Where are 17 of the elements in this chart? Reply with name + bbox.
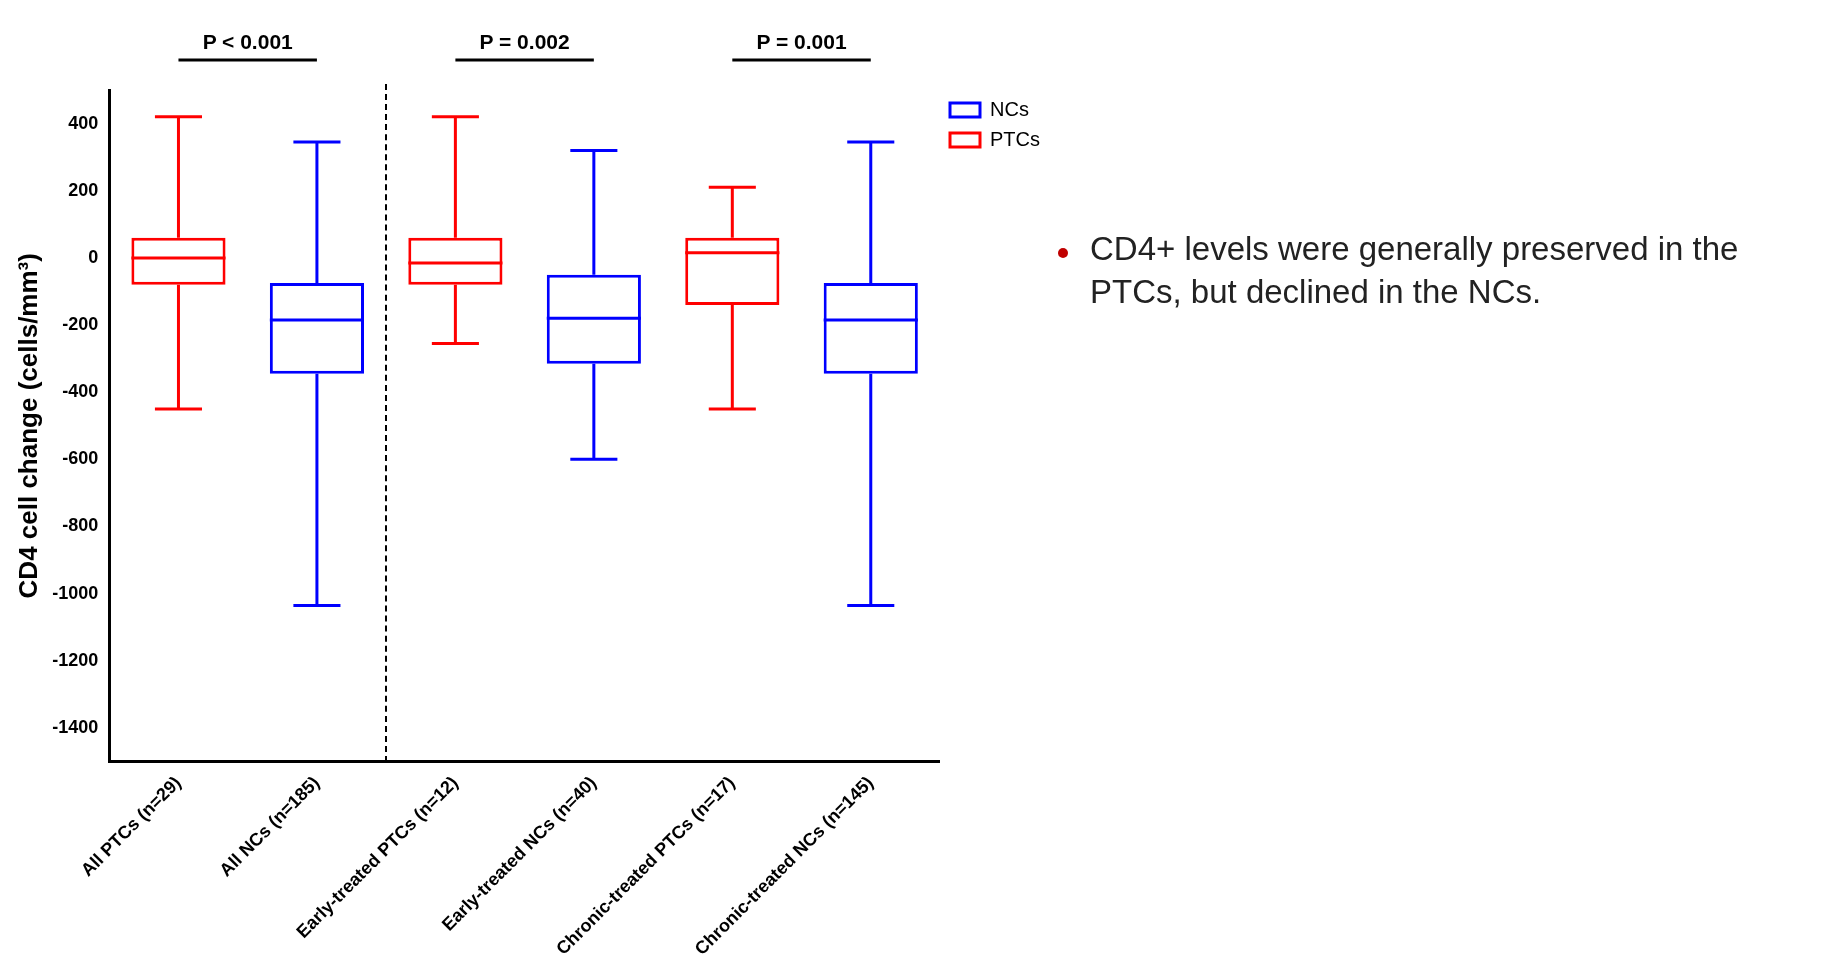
y-tick-label: 400: [68, 112, 99, 133]
y-axis-title: CD4 cell change (cells/mm³): [12, 253, 43, 599]
y-tick-label: -200: [62, 314, 99, 334]
y-tick-label: -400: [62, 381, 99, 402]
legend-label: NCs: [990, 97, 1029, 120]
text: P = 0.001: [756, 30, 847, 54]
y-tick-label: -800: [62, 515, 99, 536]
legend-label: PTCs: [990, 127, 1040, 150]
y-tick-label: 200: [68, 179, 99, 200]
y-tick-label: 0: [88, 246, 99, 267]
text: CD4+ levels were generally preserved in the PTCs, but declined in the NCs.: [1090, 229, 1740, 312]
y-tick-label: -600: [62, 448, 99, 469]
text: P < 0.001: [202, 30, 294, 54]
text: P = 0.002: [479, 30, 570, 54]
y-tick-label: -1400: [52, 716, 99, 737]
y-tick-label: -1000: [52, 582, 99, 603]
y-tick-label: -1200: [52, 649, 99, 670]
